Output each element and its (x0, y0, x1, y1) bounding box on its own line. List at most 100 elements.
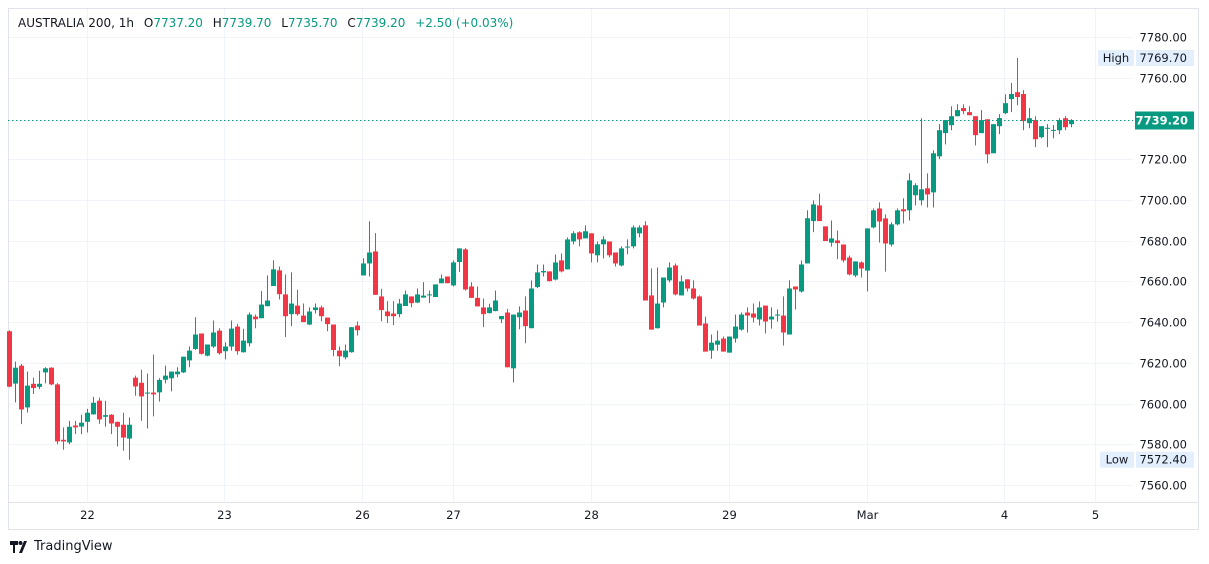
candle-body (865, 228, 870, 271)
candle-body (391, 313, 396, 317)
candle-body (427, 294, 432, 296)
candle-body (817, 205, 822, 222)
candle-body (739, 314, 744, 330)
candle-body (823, 226, 828, 242)
candle-down (589, 233, 594, 263)
candle-up (871, 208, 876, 229)
candle-body (595, 244, 600, 256)
candle-up (1069, 119, 1074, 128)
candle-up (1003, 94, 1008, 115)
candle-body (31, 383, 36, 389)
candle-body (733, 326, 738, 339)
candle-body (379, 296, 384, 311)
candle-up (397, 298, 402, 318)
candle-up (343, 344, 348, 360)
last-price-value: 7739.20 (1136, 114, 1188, 128)
candle-down (835, 230, 840, 260)
candle-down (115, 421, 120, 447)
candle-down (883, 214, 888, 272)
candle-body (559, 260, 564, 272)
candle-body (697, 296, 702, 326)
candle-body (373, 251, 378, 295)
candle-body (223, 346, 228, 352)
candle-up (103, 400, 108, 427)
symbol-title[interactable]: AUSTRALIA 200, 1h (18, 16, 135, 30)
candle-down (31, 377, 36, 394)
candle-up (229, 320, 234, 351)
candle-body (649, 295, 654, 330)
candle-up (451, 260, 456, 287)
candle-up (553, 254, 558, 281)
candle-body (979, 120, 984, 134)
candle-body (799, 264, 804, 292)
candle-body (133, 377, 138, 387)
candle-up (433, 284, 438, 298)
candle-body (841, 244, 846, 261)
candle-down (283, 274, 288, 338)
candle-body (655, 303, 660, 329)
candle-body (931, 153, 936, 193)
candle-down (643, 221, 648, 301)
candle-body (853, 261, 858, 276)
candle-up (163, 365, 168, 384)
candle-body (277, 270, 282, 295)
candle-down (73, 420, 78, 435)
candle-body (145, 392, 150, 394)
candle-body (589, 233, 594, 254)
candle-body (97, 400, 102, 420)
candle-body (715, 340, 720, 345)
price-tick-label: 7580.00 (1139, 438, 1187, 452)
time-tick-label: 26 (355, 508, 370, 522)
candle-body (403, 294, 408, 307)
candle-body (571, 233, 576, 242)
candle-down (901, 198, 906, 224)
brand-name: TradingView (34, 539, 113, 554)
candle-up (175, 367, 180, 378)
candle-up (661, 277, 666, 308)
candle-up (769, 307, 774, 329)
candle-body (325, 317, 330, 325)
candle-up (43, 367, 48, 384)
candle-body (1057, 120, 1062, 131)
candle-body (139, 382, 144, 397)
candle-down (337, 346, 342, 367)
close-value: 7739.20 (355, 16, 406, 30)
candle-body (247, 314, 252, 344)
time-axis[interactable]: 22 23 26 27 28 29 Mar 4 5 (80, 508, 1099, 522)
candle-down (745, 307, 750, 333)
candle-body (319, 307, 324, 317)
candle-down (859, 261, 864, 278)
candle-up (739, 312, 744, 331)
candle-down (697, 295, 702, 326)
price-tick-label: 7780.00 (1139, 31, 1187, 45)
time-tick-label: 5 (1092, 508, 1099, 522)
candle-body (1009, 94, 1014, 100)
candle-up (805, 210, 810, 264)
candle-body (481, 307, 486, 315)
candle-body (673, 265, 678, 295)
candle-body (217, 330, 222, 354)
candle-body (151, 392, 156, 395)
candle-body (781, 315, 786, 333)
candle-body (925, 188, 930, 195)
candle-down (445, 276, 450, 284)
candle-down (319, 305, 324, 322)
tradingview-brand[interactable]: TradingView (10, 539, 113, 554)
candle-body (1051, 129, 1056, 131)
candle-down (523, 296, 528, 344)
candle-down (301, 303, 306, 323)
candle-body (289, 303, 294, 315)
candle-up (799, 260, 804, 293)
candle-body (691, 288, 696, 299)
candle-up (907, 173, 912, 221)
price-axis[interactable]: 7780.00 7760.00 7720.00 7700.00 7680.00 7660.… (1139, 31, 1187, 493)
candle-body (331, 324, 336, 350)
price-tick-label: 7760.00 (1139, 72, 1187, 86)
candle-body (943, 120, 948, 134)
candle-up (679, 275, 684, 296)
candle-down (325, 317, 330, 332)
candle-down (277, 266, 282, 300)
candle-body (19, 365, 24, 410)
candle-body (685, 279, 690, 289)
